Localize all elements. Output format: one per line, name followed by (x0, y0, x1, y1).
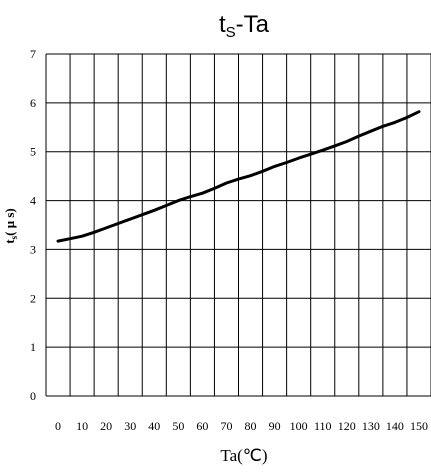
series-line (56, 110, 421, 243)
chart-title: tS-Ta (219, 11, 270, 41)
y-tick-labels: 0 1 2 3 4 5 6 7 (30, 47, 36, 403)
y-tick-label: 2 (30, 291, 36, 305)
x-tick-label: 150 (410, 419, 428, 433)
x-tick-label: 100 (290, 419, 308, 433)
y-tick-label: 1 (30, 340, 36, 354)
x-tick-label: 70 (220, 419, 232, 433)
y-axis-label-main: t (2, 239, 17, 244)
x-tick-label: 130 (362, 419, 380, 433)
x-tick-label: 140 (386, 419, 404, 433)
y-axis-label-subscript: s (9, 235, 19, 239)
y-tick-label: 5 (30, 145, 36, 159)
grid (45, 53, 431, 397)
y-tick-label: 3 (30, 242, 36, 256)
x-tick-label: 50 (172, 419, 184, 433)
y-axis-label: ts( μ s) (2, 208, 19, 243)
x-tick-label: 10 (76, 419, 88, 433)
series-layer (56, 110, 421, 243)
x-tick-label: 90 (269, 419, 281, 433)
x-tick-label: 80 (245, 419, 257, 433)
x-tick-label: 40 (148, 419, 160, 433)
y-tick-label: 7 (30, 47, 36, 61)
chart-title-subscript: S (226, 24, 236, 41)
y-tick-label: 4 (30, 194, 36, 208)
x-axis-label: Ta(℃) (220, 446, 267, 465)
y-axis-label-rest: ( μ s) (2, 208, 17, 236)
x-tick-label: 60 (196, 419, 208, 433)
y-tick-label: 6 (30, 96, 36, 110)
x-tick-label: 0 (55, 419, 61, 433)
y-tick-label: 0 (30, 389, 36, 403)
x-tick-label: 30 (124, 419, 136, 433)
chart-title-main: t (219, 11, 226, 38)
x-tick-labels: 0 10 20 30 40 50 60 70 80 90 100 110 120 130 140 150 (55, 419, 428, 433)
x-tick-label: 110 (314, 419, 332, 433)
chart-title-rest: -Ta (236, 11, 270, 38)
x-tick-label: 20 (100, 419, 112, 433)
x-tick-label: 120 (338, 419, 356, 433)
